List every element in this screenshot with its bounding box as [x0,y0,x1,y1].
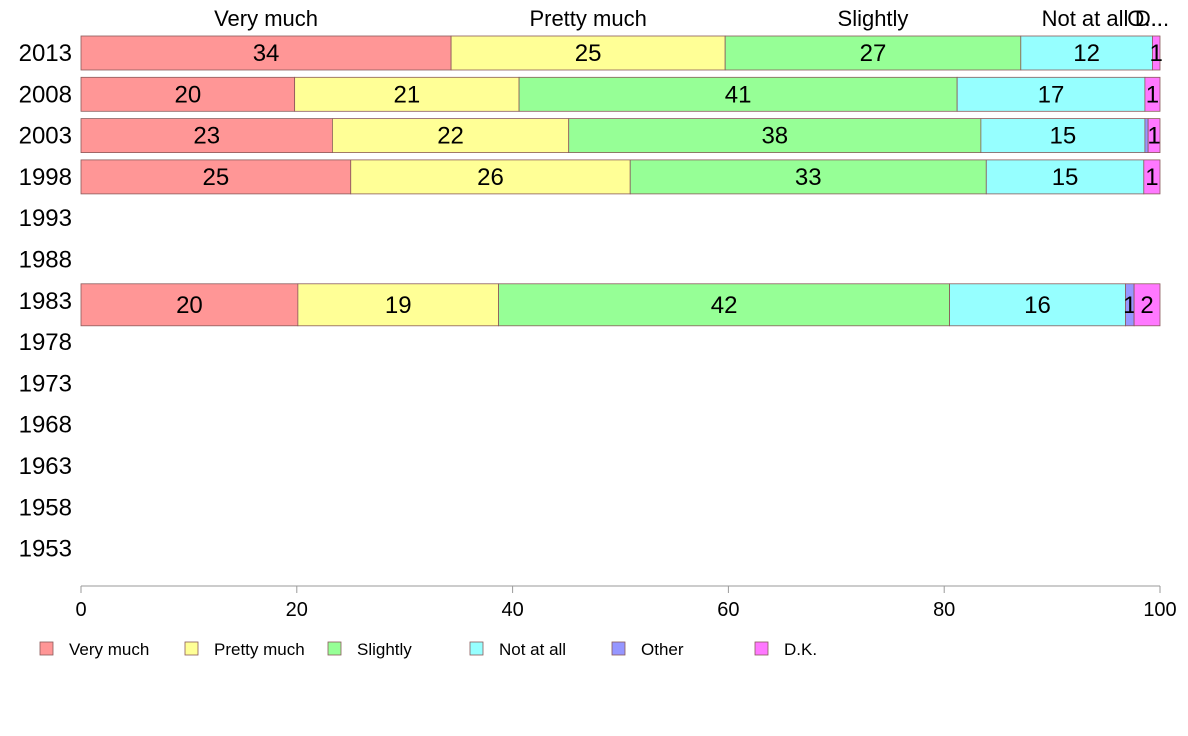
x-tick-label-20: 20 [286,599,308,621]
year-label-2008: 2008 [19,81,72,108]
data-label-1983-0: 20 [176,292,203,319]
bar-segment-2008-1 [294,76,520,112]
bar-segment-2003-1 [332,118,570,153]
bar-segment-2013-2 [724,35,1022,71]
bar-segment-1983-2 [498,283,950,327]
bar-segment-2008-5 [1144,76,1161,112]
data-label-2003-1: 22 [437,123,464,150]
year-label-1993: 1993 [19,205,72,232]
legend-swatch-3 [469,641,484,656]
bar-segment-2003-2 [568,118,982,153]
year-label-2013: 2013 [19,40,72,67]
bar-segment-2008-2 [518,76,958,112]
data-label-2013-1: 25 [575,40,602,67]
legend-label-1: Pretty much [214,640,305,659]
bar-segment-1998-2 [629,159,987,195]
data-label-2013-2: 27 [860,40,887,67]
year-label-1963: 1963 [19,453,72,480]
bar-segment-2008-3 [956,76,1146,112]
legend-label-2: Slightly [357,640,412,659]
column-header-4: O... [1127,6,1162,31]
data-label-2003-3: 15 [1050,123,1077,150]
data-label-2008-3: 17 [1038,81,1065,108]
legend-swatch-1 [184,641,199,656]
data-label-1983-2: 42 [711,292,738,319]
year-label-1988: 1988 [19,247,72,274]
bar-segment-1998-3 [985,159,1145,195]
bar-segment-2003-3 [980,118,1146,153]
data-label-2008-0: 20 [174,81,201,108]
data-label-2003-2: 38 [761,123,788,150]
data-label-1998-5: 1 [1145,164,1158,191]
legend-swatch-0 [39,641,54,656]
data-label-1983-1: 19 [385,292,412,319]
data-label-1983-5: 2 [1140,292,1153,319]
x-tick-label-0: 0 [75,599,86,621]
bar-segment-2013-3 [1020,35,1153,71]
bar-segment-2013-1 [450,35,726,71]
data-label-1998-2: 33 [795,164,822,191]
data-label-1983-3: 16 [1024,292,1051,319]
column-header-0: Very much [214,6,318,31]
bar-segment-2008-0 [80,76,296,112]
data-label-2008-2: 41 [725,81,752,108]
x-tick-label-80: 80 [933,599,955,621]
data-label-2013-3: 12 [1073,40,1100,67]
legend-label-5: D.K. [784,640,817,659]
data-label-2013-5: 1 [1150,40,1163,67]
x-tick-label-100: 100 [1143,599,1176,621]
bar-segment-1998-1 [350,159,631,195]
bar-segment-2013-0 [80,35,452,71]
bar-segment-2003-5 [1147,118,1161,153]
bar-segment-1983-3 [949,283,1126,327]
legend-swatch-2 [327,641,342,656]
column-header-5: D... [1135,6,1169,31]
column-header-2: Slightly [838,6,909,31]
year-label-1958: 1958 [19,494,72,521]
bar-segment-1983-1 [297,283,499,327]
bar-segment-2013-5 [1152,35,1161,71]
data-label-1998-1: 26 [477,164,504,191]
legend: Very much Pretty much Slightly Not at all Ot… [39,640,817,659]
legend-label-4: Other [641,640,684,659]
data-label-2008-5: 1 [1146,81,1159,108]
year-label-1953: 1953 [19,536,72,563]
column-header-3: Not at all [1042,6,1129,31]
year-label-1968: 1968 [19,412,72,439]
legend-swatch-5 [754,641,769,656]
data-label-2003-5: 1 [1147,123,1160,150]
data-label-2003-0: 23 [193,123,220,150]
year-label-1998: 1998 [19,164,72,191]
column-header-1: Pretty much [529,6,646,31]
data-label-2008-1: 21 [394,81,421,108]
x-tick-label-40: 40 [501,599,523,621]
legend-label-0: Very much [69,640,149,659]
data-label-1998-0: 25 [203,164,230,191]
data-label-2013-0: 34 [253,40,280,67]
bar-segment-1983-5 [1133,283,1161,327]
x-axis: 0 20 40 60 80 100 [75,585,1177,621]
bars-area: 34 25 27 12 120 21 41 17 123 22 38 15 125 26 33 15 120 19… [80,35,1163,327]
bar-segment-1983-0 [80,283,299,327]
x-tick-label-60: 60 [717,599,739,621]
year-axis: 2013 2008 2003 1998 1993 1988 1983 1978 1973 1968… [19,40,72,563]
year-label-1983: 1983 [19,288,72,315]
bar-segment-1998-5 [1143,159,1161,195]
column-headers: Very much Pretty much Slightly Not at allO.… [214,6,1169,31]
legend-label-3: Not at all [499,640,566,659]
year-label-1973: 1973 [19,370,72,397]
year-label-2003: 2003 [19,123,72,150]
bar-segment-1998-0 [80,159,352,195]
year-label-1978: 1978 [19,329,72,356]
legend-swatch-4 [611,641,626,656]
data-label-1998-3: 15 [1052,164,1079,191]
data-label-1983-4: 1 [1123,292,1136,319]
